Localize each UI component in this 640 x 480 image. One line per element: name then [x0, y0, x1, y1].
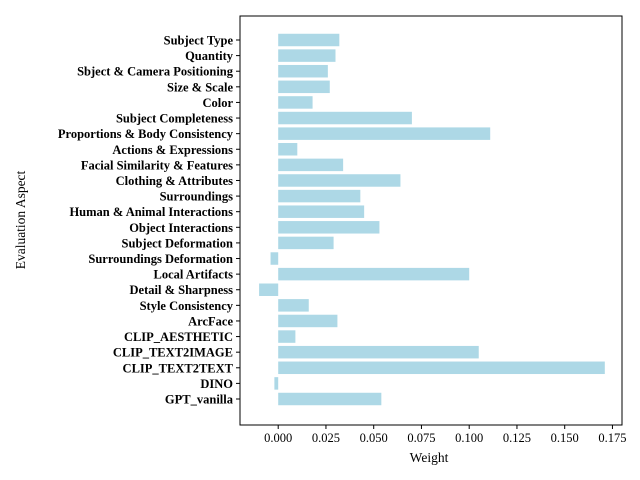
bar — [278, 205, 365, 218]
bar — [274, 377, 279, 390]
y-tick-label: Subject Type — [164, 34, 234, 48]
bar — [278, 127, 491, 140]
y-tick-label: Object Interactions — [129, 221, 233, 235]
y-tick-label: Quantity — [185, 49, 234, 63]
y-tick-label: Local Artifacts — [154, 268, 234, 282]
y-tick-label: CLIP_AESTHETIC — [124, 330, 233, 344]
x-tick-label: 0.075 — [407, 431, 435, 445]
y-tick-label: Style Consistency — [140, 299, 234, 313]
bar — [278, 189, 361, 203]
y-tick-label: DINO — [200, 377, 233, 391]
y-tick-label: Clothing & Attributes — [116, 174, 234, 188]
bar — [278, 299, 309, 312]
y-tick-label: Facial Similarity & Features — [81, 158, 233, 172]
bar — [259, 283, 279, 296]
bar — [278, 174, 401, 187]
x-tick-label: 0.125 — [503, 431, 531, 445]
y-tick-label: CLIP_TEXT2TEXT — [123, 361, 234, 375]
bar — [278, 330, 296, 343]
bar — [278, 80, 330, 94]
bar — [278, 143, 298, 156]
bar — [278, 392, 382, 406]
bar — [278, 314, 338, 328]
bars-group — [259, 33, 605, 406]
y-tick-label: Subject Completeness — [116, 112, 233, 126]
bar — [278, 64, 328, 78]
y-tick-label: CLIP_TEXT2IMAGE — [113, 346, 233, 360]
y-axis-label: Evaluation Aspect — [13, 170, 28, 269]
bar — [278, 221, 380, 234]
x-tick-label: 0.025 — [312, 431, 340, 445]
bar — [278, 111, 412, 125]
plot-frame — [239, 15, 623, 426]
bar — [278, 236, 334, 250]
y-tick-label: Surroundings — [160, 190, 234, 204]
bar — [278, 96, 313, 109]
y-tick-label: Size & Scale — [167, 80, 233, 94]
y-tick-label: Actions & Expressions — [112, 143, 233, 157]
y-tick-label: Surroundings Deformation — [88, 252, 233, 266]
y-tick-label: Human & Animal Interactions — [69, 205, 233, 219]
bar — [278, 267, 470, 281]
y-tick-label: Detail & Sharpness — [130, 283, 234, 297]
bar — [278, 158, 344, 172]
bar — [278, 33, 340, 47]
bar — [278, 345, 479, 359]
x-tick-label: 0.100 — [455, 431, 483, 445]
x-tick-label: 0.175 — [598, 431, 626, 445]
x-tick-label: 0.050 — [360, 431, 388, 445]
y-tick-label: Sbject & Camera Positioning — [77, 65, 234, 79]
y-tick-label: Subject Deformation — [122, 236, 233, 250]
x-tick-label: 0.150 — [551, 431, 579, 445]
y-tick-label: Color — [202, 96, 233, 110]
x-axis-label: Weight — [410, 450, 449, 465]
bar — [270, 252, 279, 265]
y-tick-label: ArcFace — [188, 314, 233, 328]
y-tick-label: Proportions & Body Consistency — [58, 127, 234, 141]
y-tick-label: GPT_vanilla — [165, 393, 234, 407]
bar — [278, 49, 336, 62]
x-tick-label: 0.000 — [264, 431, 292, 445]
x-axis: 0.000 0.025 0.050 0.075 0.100 0.125 0.150 0.175 — [264, 425, 627, 445]
bar — [278, 361, 605, 375]
